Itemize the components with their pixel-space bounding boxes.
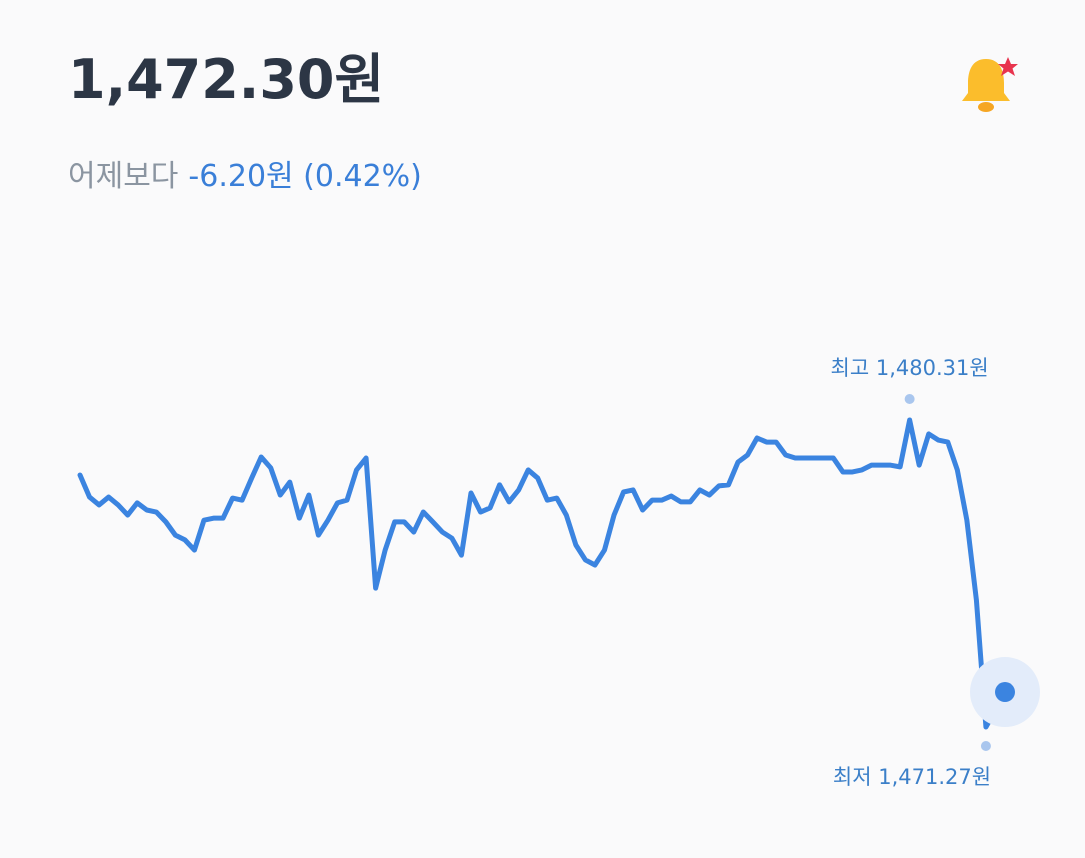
bell-icon <box>962 59 1010 101</box>
price: 1,472.30원 <box>68 48 384 111</box>
high-label: 최고 1,480.31원 <box>831 356 989 380</box>
low-label: 최저 1,471.27원 <box>833 765 991 789</box>
price-line <box>77 417 1008 730</box>
alarm-button[interactable] <box>962 57 1018 112</box>
current-dot <box>995 682 1015 703</box>
change-line: 어제보다 -6.20원 (0.42%) <box>68 159 422 194</box>
change: -6.20원 (0.42%) <box>188 159 421 194</box>
bell-clapper <box>978 102 994 112</box>
star-badge <box>998 57 1018 76</box>
low-dot <box>980 741 991 751</box>
compare-label: 어제보다 <box>68 159 178 194</box>
high-dot <box>904 394 915 404</box>
